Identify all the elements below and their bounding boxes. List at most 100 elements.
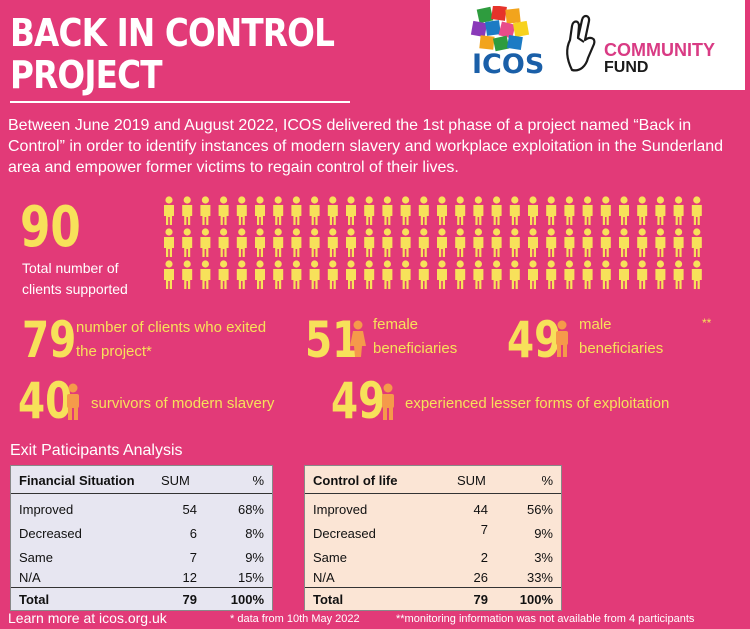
learn-more-link[interactable]: Learn more at icos.org.uk [8, 610, 167, 626]
table-row: Improved 44 56% [305, 498, 561, 522]
person-icon [619, 260, 629, 289]
title-line-1: BACK IN CONTROL [10, 11, 335, 55]
table-cell: 33% [526, 570, 553, 585]
person-icon [291, 196, 302, 225]
person-icon [673, 228, 684, 257]
person-icon [473, 196, 484, 225]
person-icon [509, 260, 520, 289]
table-cell: 26 [473, 570, 488, 585]
icos-puzzle-icon [470, 6, 530, 52]
footnote-monitoring: **monitoring information was not availab… [396, 613, 695, 625]
person-icon [473, 228, 484, 257]
survivor-person-icon [67, 383, 79, 420]
person-icon [327, 228, 338, 257]
table-cell: 79 [182, 592, 197, 607]
person-icon [619, 228, 629, 257]
total-clients-label: Total number of clients supported [22, 260, 128, 297]
person-icon [382, 228, 393, 257]
person-icon [236, 196, 247, 225]
person-icon [400, 196, 411, 225]
person-icon [273, 260, 284, 289]
table-header-row: Financial Situation SUM % [11, 469, 272, 493]
person-icon [255, 260, 265, 289]
person-icon [364, 228, 375, 257]
person-icon [455, 196, 466, 225]
person-icon [491, 228, 502, 257]
person-icon [364, 260, 375, 289]
person-icon [182, 228, 193, 257]
person-icon [164, 260, 174, 289]
table-row: Same 7 9% [11, 546, 272, 570]
table-cell: 6 [189, 526, 197, 541]
table-total-row: Total 79 100% [11, 588, 272, 612]
person-icon [528, 260, 538, 289]
table-cell: 2 [480, 550, 488, 565]
person-icon [255, 228, 265, 257]
person-icon [455, 260, 466, 289]
person-icon [437, 228, 447, 257]
table-divider [11, 493, 272, 494]
person-icon [437, 260, 447, 289]
table-cell: 8% [245, 526, 264, 541]
person-icon [509, 196, 520, 225]
person-icon [582, 228, 593, 257]
person-icon [382, 260, 393, 289]
person-icon [528, 228, 538, 257]
person-icon [691, 260, 702, 289]
person-icon [236, 260, 247, 289]
table-cell: 68% [237, 502, 264, 517]
table-row: Decreased 6 8% [11, 522, 272, 546]
person-icon [273, 228, 284, 257]
table-cell: Same [19, 550, 53, 565]
table-cell: Decreased [19, 526, 82, 541]
survivors-number: 40 [18, 372, 73, 430]
person-icon [164, 228, 174, 257]
person-icon [327, 260, 338, 289]
table-cell: 54 [182, 502, 197, 517]
crossed-fingers-icon [566, 14, 596, 72]
table-cell: 79 [473, 592, 488, 607]
person-icon [655, 260, 666, 289]
person-icon [182, 196, 193, 225]
male-number: 49 [507, 311, 562, 369]
person-icon [600, 228, 611, 257]
intro-paragraph: Between June 2019 and August 2022, ICOS … [8, 117, 724, 176]
person-icon [528, 196, 538, 225]
person-icon [327, 196, 338, 225]
icos-logo-text: ICOS [472, 49, 545, 80]
person-icon [418, 228, 429, 257]
table-row: N/A 12 15% [11, 566, 272, 590]
person-icon [619, 196, 629, 225]
title-line-2: PROJECT [10, 53, 163, 97]
table-cell: Total [19, 592, 50, 607]
table-cell: 7 [480, 522, 488, 537]
table-cell: 9% [245, 550, 264, 565]
person-icon [691, 228, 702, 257]
person-icon [291, 260, 302, 289]
person-icon [382, 196, 393, 225]
table-cell: 100% [519, 592, 553, 607]
table-row: Improved 54 68% [11, 498, 272, 522]
table-divider [305, 587, 561, 588]
total-clients-number: 90 [20, 195, 81, 260]
table-cell: N/A [19, 570, 41, 585]
table-header-percent: % [252, 473, 264, 488]
person-icon [218, 196, 229, 225]
person-icon [400, 228, 411, 257]
person-icon [673, 260, 684, 289]
person-icon [600, 260, 611, 289]
female-number: 51 [305, 311, 360, 369]
exited-number: 79 [22, 311, 77, 369]
table-cell: 100% [230, 592, 264, 607]
person-icon [200, 228, 211, 257]
person-icon [364, 196, 375, 225]
logo-panel: ICOS COMMUNITY FUND [430, 0, 745, 90]
person-icon [582, 196, 593, 225]
table-cell: 44 [473, 502, 488, 517]
person-icon [182, 260, 193, 289]
person-icon [291, 228, 302, 257]
person-icon [655, 228, 666, 257]
person-icon [164, 196, 174, 225]
table-divider [305, 493, 561, 494]
person-icon [437, 196, 447, 225]
